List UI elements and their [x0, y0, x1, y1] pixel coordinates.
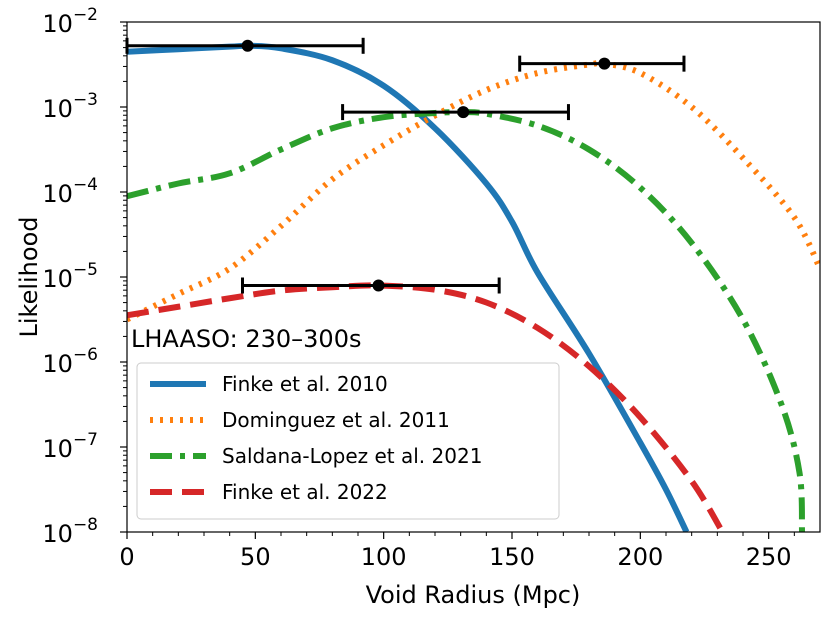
- y-tick-label--3: 10−3: [42, 90, 98, 123]
- legend-label-finke-et-al-2022: Finke et al. 2022: [222, 480, 388, 504]
- x-tick-label-200: 200: [617, 543, 663, 571]
- legend-label-saldana-lopez-et-al-2021: Saldana-Lopez et al. 2021: [222, 444, 482, 468]
- legend-box: [136, 362, 560, 520]
- legend-label-finke-et-al-2010: Finke et al. 2010: [222, 372, 388, 396]
- dataset-annotation: LHAASO: 230–300s: [131, 325, 361, 353]
- legend-label-dominguez-et-al-2011: Dominguez et al. 2011: [222, 408, 450, 432]
- legend: Finke et al. 2010 Dominguez et al. 2011 Sa…: [136, 362, 560, 520]
- tick-layer: 0 50 100 150 200 250 10−2 10−3 10−4 10−5 10−6 10−7 1…: [42, 5, 795, 571]
- x-tick-label-0: 0: [119, 543, 134, 571]
- y-tick-label--6: 10−6: [42, 345, 98, 378]
- series-line-saldana-lopez-et-al-2021: [127, 109, 806, 532]
- errorbar-layer: [125, 37, 686, 294]
- x-tick-label-50: 50: [240, 543, 271, 571]
- y-tick-label--7: 10−7: [42, 430, 98, 463]
- y-tick-label--2: 10−2: [42, 5, 98, 38]
- y-tick-label--4: 10−4: [42, 175, 98, 208]
- peak-marker-dominguez-et-al-2011: [598, 57, 611, 70]
- series-line-finke-et-al-2022: [127, 282, 726, 532]
- peak-marker-finke-et-al-2022: [372, 279, 385, 292]
- y-tick-label--5: 10−5: [42, 260, 98, 293]
- x-tick-label-100: 100: [361, 543, 407, 571]
- y-tick-label--8: 10−8: [42, 515, 98, 548]
- x-axis-label: Void Radius (Mpc): [366, 581, 581, 609]
- series-line-dominguez-et-al-2011: [127, 59, 820, 323]
- x-tick-label-250: 250: [746, 543, 792, 571]
- peak-marker-saldana-lopez-et-al-2021: [457, 106, 470, 119]
- y-axis-label: Likelihood: [15, 217, 43, 338]
- x-tick-label-150: 150: [489, 543, 535, 571]
- peak-marker-finke-et-al-2010: [241, 39, 254, 52]
